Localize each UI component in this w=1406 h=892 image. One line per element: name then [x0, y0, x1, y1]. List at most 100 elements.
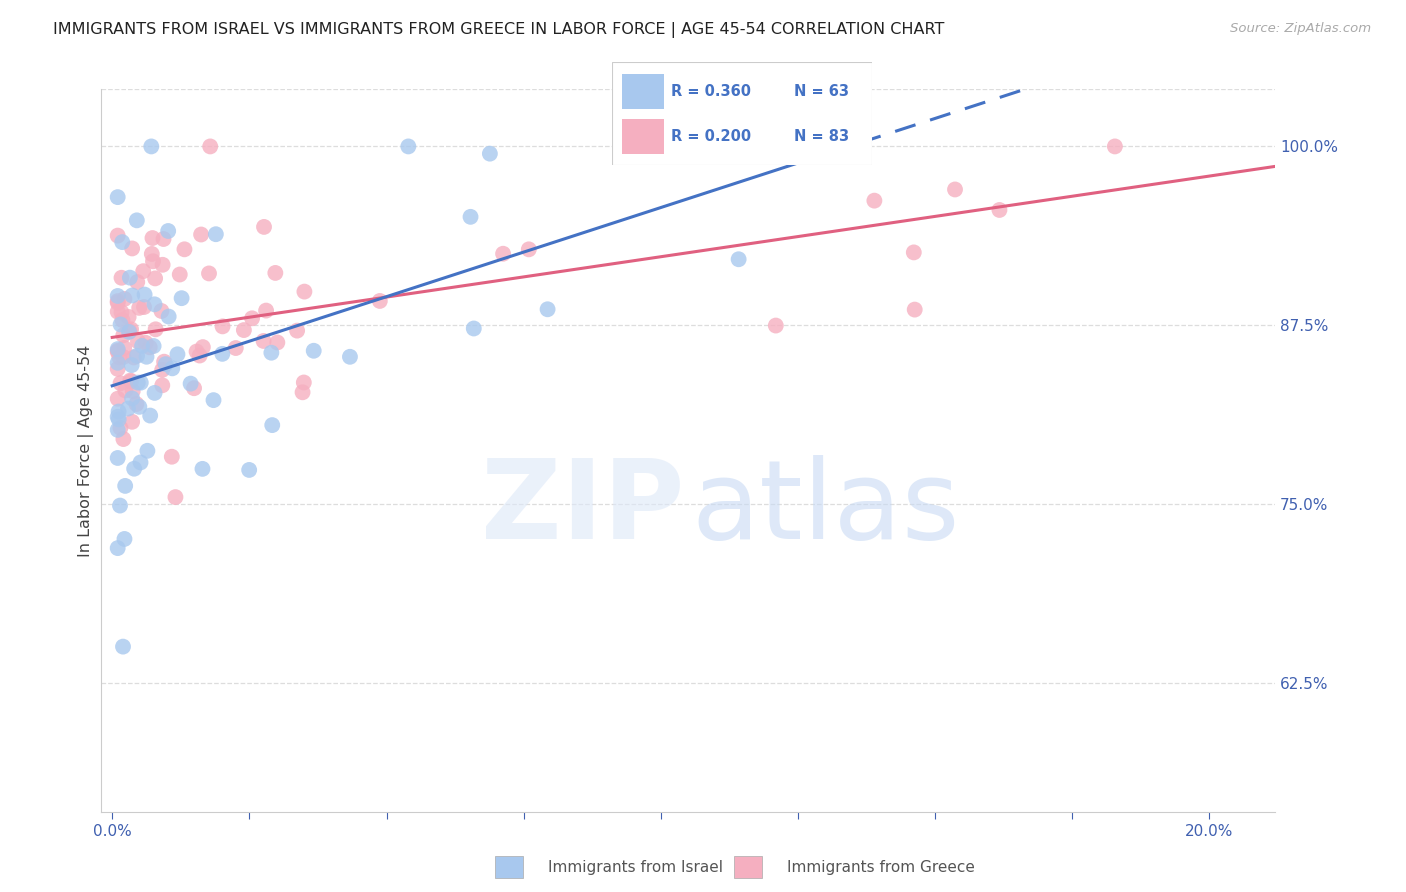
Point: [111, 640, 134, 654]
Point: [111, 313, 134, 327]
Point: [285, 324, 308, 338]
Point: [904, 302, 927, 317]
Point: [478, 146, 501, 161]
Point: [291, 385, 314, 400]
Point: [460, 210, 482, 224]
Point: [121, 288, 143, 302]
Point: [190, 227, 212, 242]
Point: [813, 143, 835, 157]
Text: atlas: atlas: [692, 455, 960, 562]
Point: [173, 242, 195, 256]
Point: [232, 323, 254, 337]
Point: [211, 319, 233, 334]
Text: Immigrants from Israel: Immigrants from Israel: [548, 860, 723, 874]
Point: [188, 349, 211, 363]
Point: [107, 409, 129, 424]
Point: [145, 322, 167, 336]
Point: [131, 339, 153, 353]
Point: [121, 392, 143, 406]
Text: Source: ZipAtlas.com: Source: ZipAtlas.com: [1230, 22, 1371, 36]
Point: [266, 335, 288, 350]
Text: N = 63: N = 63: [793, 84, 849, 99]
Point: [136, 443, 159, 458]
Point: [107, 294, 129, 309]
Point: [211, 347, 233, 361]
Point: [142, 339, 165, 353]
Point: [107, 343, 129, 358]
Point: [396, 139, 419, 153]
Point: [117, 401, 139, 416]
Point: [157, 310, 180, 324]
Point: [129, 455, 152, 469]
Point: [121, 242, 143, 256]
Point: [292, 376, 315, 390]
Point: [110, 376, 132, 391]
Point: [112, 341, 135, 355]
FancyBboxPatch shape: [621, 119, 664, 153]
Point: [135, 350, 157, 364]
Point: [153, 354, 176, 368]
Point: [150, 304, 173, 318]
Point: [125, 349, 148, 363]
Point: [143, 385, 166, 400]
Point: [727, 252, 749, 267]
Point: [165, 490, 187, 504]
Point: [114, 479, 136, 493]
Point: [132, 264, 155, 278]
Point: [107, 450, 129, 465]
Text: R = 0.200: R = 0.200: [672, 128, 752, 144]
Point: [118, 325, 141, 339]
Point: [253, 219, 276, 234]
Point: [107, 190, 129, 204]
Point: [107, 404, 129, 418]
Point: [142, 254, 165, 268]
Point: [108, 499, 131, 513]
Point: [107, 344, 129, 359]
Point: [127, 376, 149, 390]
Point: [122, 461, 145, 475]
Point: [162, 361, 184, 376]
Point: [225, 341, 247, 355]
Point: [120, 374, 142, 388]
Point: [150, 378, 173, 392]
Point: [183, 381, 205, 395]
Point: [107, 392, 129, 406]
Point: [122, 351, 145, 365]
Y-axis label: In Labor Force | Age 45-54: In Labor Force | Age 45-54: [79, 344, 94, 557]
Point: [129, 376, 152, 390]
Point: [120, 322, 142, 336]
Point: [191, 340, 214, 354]
Point: [110, 270, 132, 285]
Text: R = 0.360: R = 0.360: [672, 84, 751, 99]
Point: [112, 432, 135, 446]
Point: [135, 335, 157, 350]
Point: [107, 228, 129, 243]
Point: [118, 270, 141, 285]
Point: [254, 303, 277, 318]
Point: [238, 463, 260, 477]
Point: [262, 418, 284, 433]
Text: Immigrants from Greece: Immigrants from Greece: [787, 860, 976, 874]
Point: [125, 213, 148, 227]
Point: [240, 311, 263, 326]
Point: [152, 258, 174, 272]
Point: [765, 318, 787, 333]
Point: [492, 246, 515, 260]
Point: [114, 384, 136, 398]
Point: [368, 293, 391, 308]
Point: [169, 268, 191, 282]
Point: [198, 267, 221, 281]
Point: [118, 324, 141, 338]
Point: [138, 340, 160, 354]
Point: [797, 139, 820, 153]
Point: [107, 412, 129, 426]
Point: [863, 194, 886, 208]
Point: [134, 287, 156, 301]
Point: [107, 304, 129, 318]
Point: [117, 310, 139, 324]
Point: [121, 415, 143, 429]
Point: [191, 462, 214, 476]
Point: [143, 271, 166, 285]
Point: [536, 302, 558, 317]
Point: [128, 400, 150, 414]
